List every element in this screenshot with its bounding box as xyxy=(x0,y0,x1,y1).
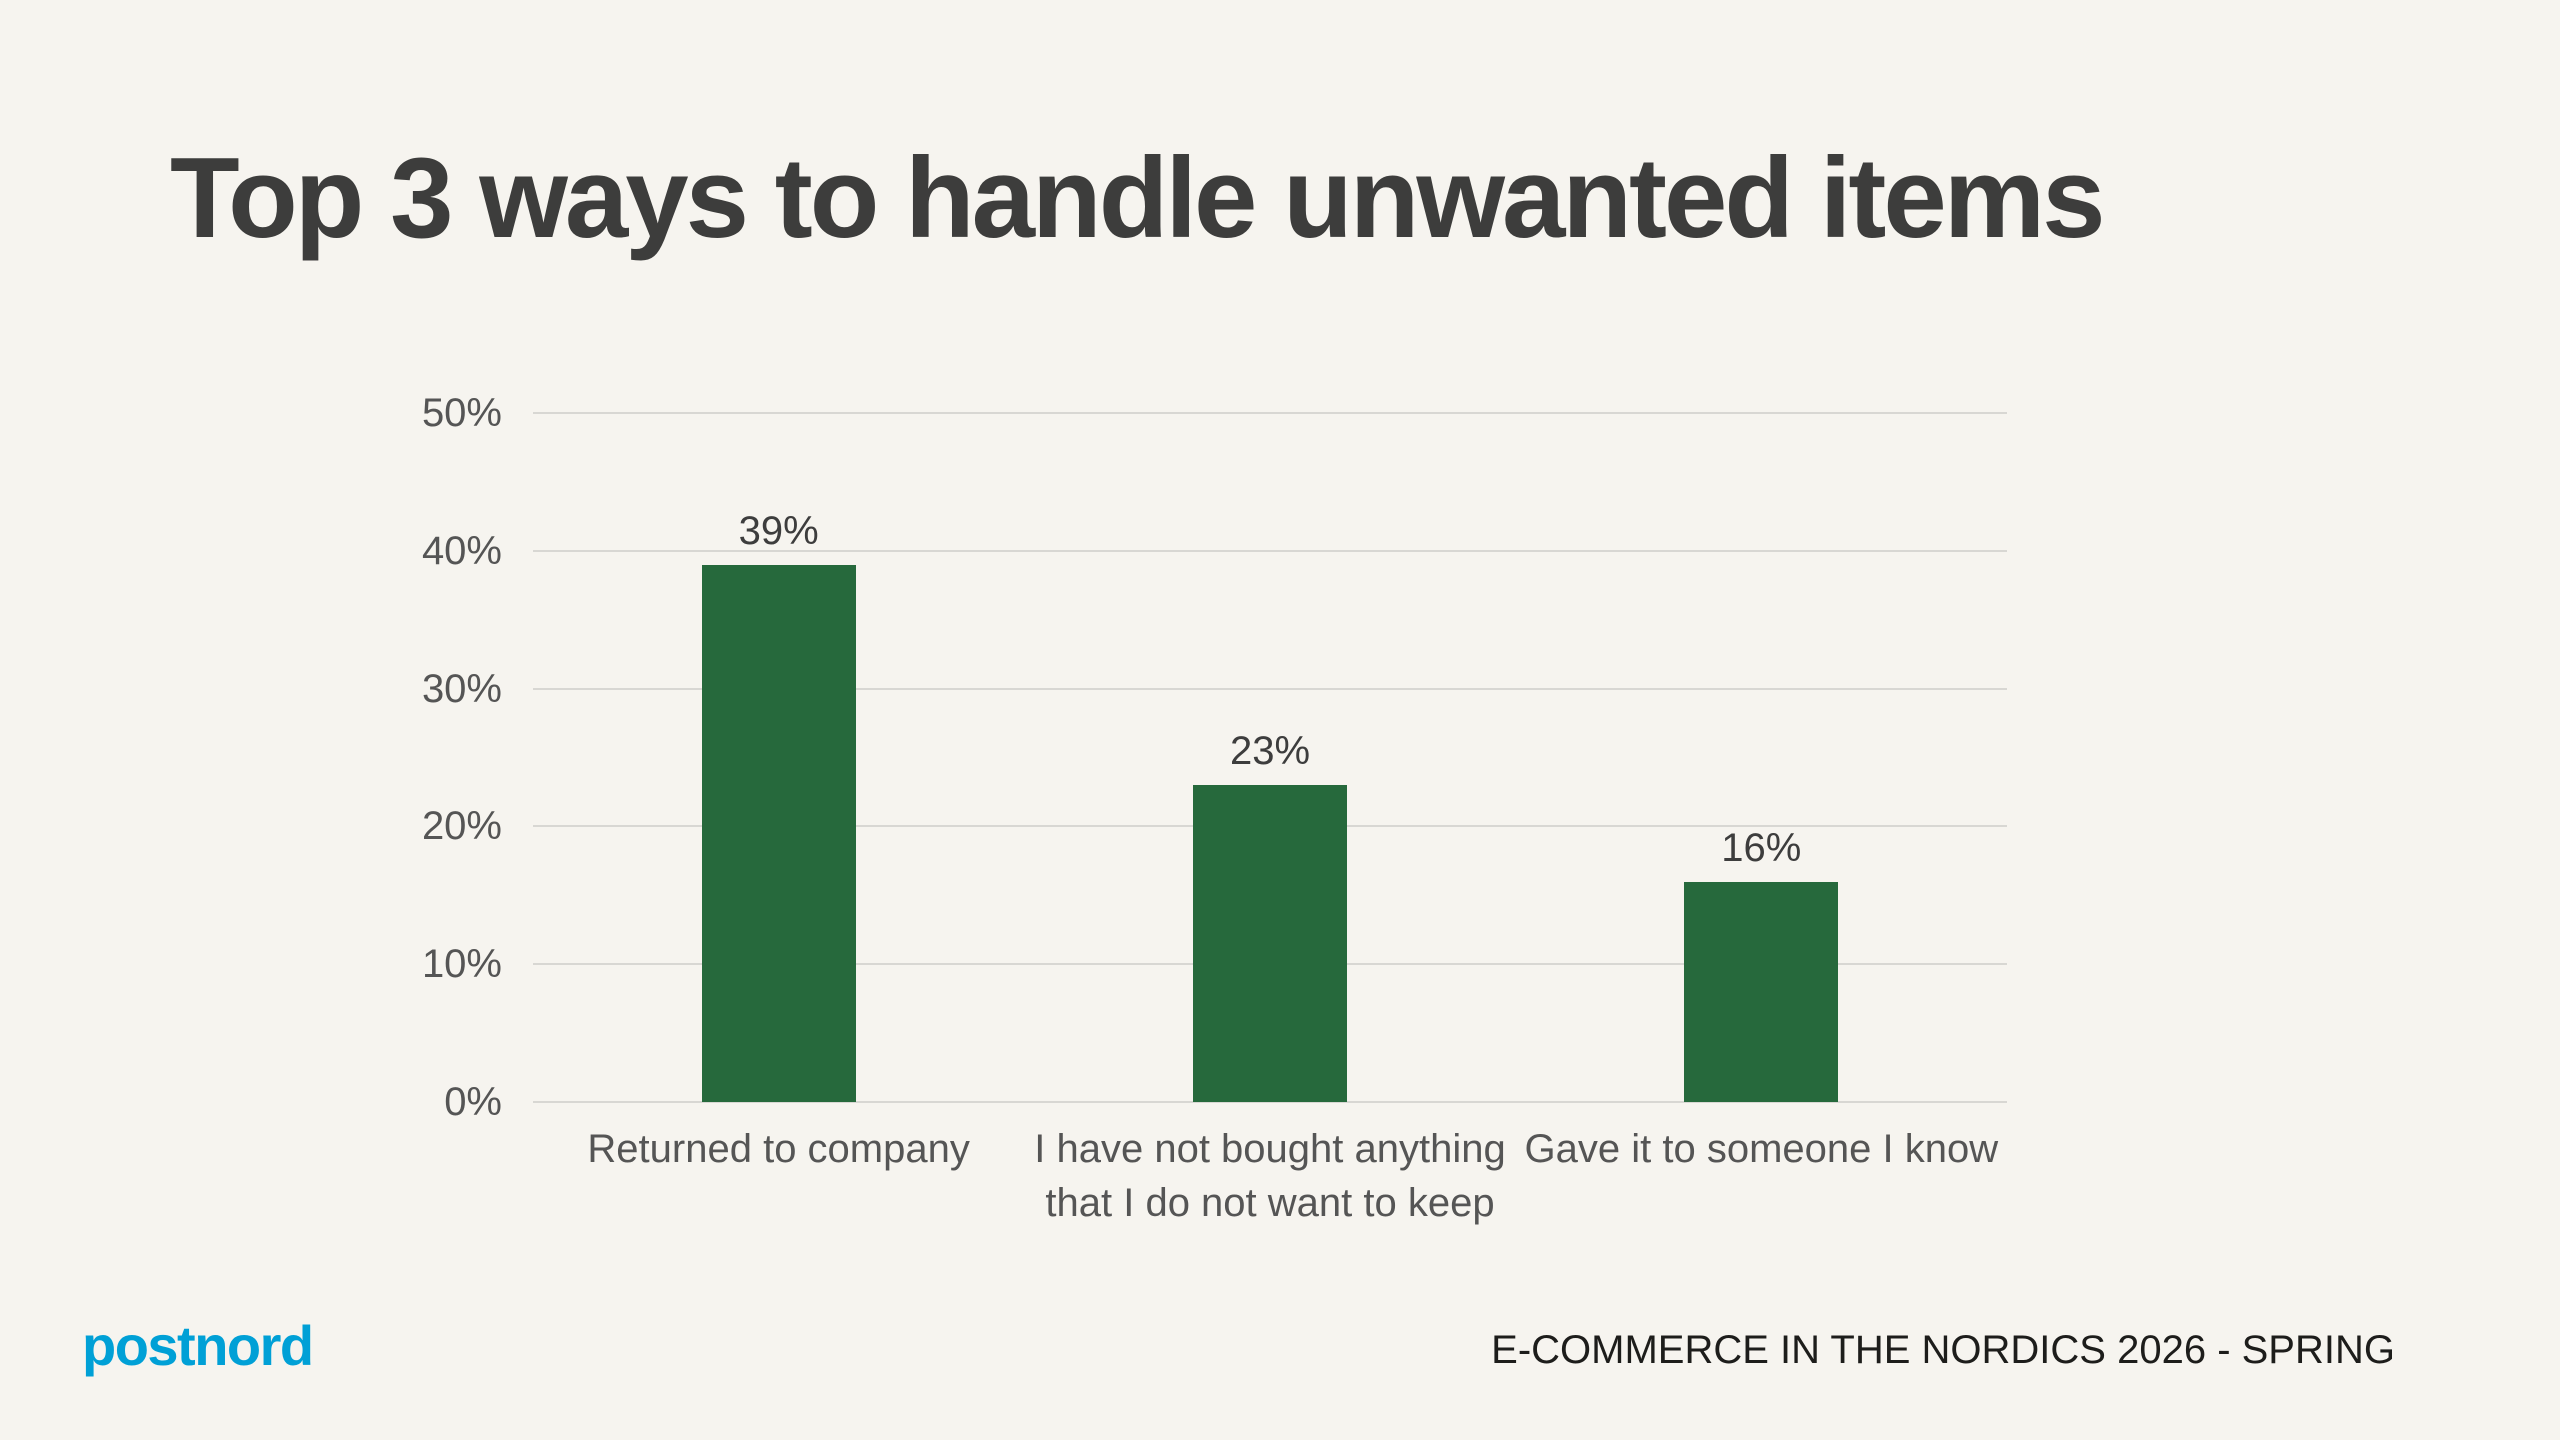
y-axis-tick-label: 30% xyxy=(421,666,502,711)
page-title: Top 3 ways to handle unwanted items xyxy=(170,135,2106,262)
x-axis-category-label: Gave it to someone I know xyxy=(1524,1127,1999,1171)
y-axis-tick-label: 20% xyxy=(421,804,502,849)
gridline xyxy=(533,1101,2007,1103)
y-axis-tick-label: 0% xyxy=(444,1080,502,1124)
gridline xyxy=(533,412,2007,414)
bar-value-label: 23% xyxy=(1229,729,1311,774)
bar xyxy=(1193,785,1347,1102)
x-axis-category-label: Returned to company xyxy=(587,1127,970,1171)
y-axis-tick-label: 50% xyxy=(421,391,502,435)
postnord-logo: postnord xyxy=(82,1314,314,1377)
bar-value-label: 16% xyxy=(1721,825,1802,870)
bar xyxy=(1684,881,1839,1102)
gridline xyxy=(533,687,2007,690)
y-axis-tick-label: 40% xyxy=(421,528,502,573)
chart-plot-area: 39% 23% 16% xyxy=(533,412,2007,1103)
y-axis-tick-label: 10% xyxy=(421,942,502,987)
bar-value-label: 39% xyxy=(738,508,819,553)
x-axis-category-label: I have not bought anything that I do not… xyxy=(1034,1127,1506,1225)
gridline xyxy=(533,549,2007,552)
report-source-text: E-COMMERCE IN THE NORDICS 2026 - SPRING xyxy=(1491,1328,2395,1372)
bar xyxy=(701,564,856,1102)
